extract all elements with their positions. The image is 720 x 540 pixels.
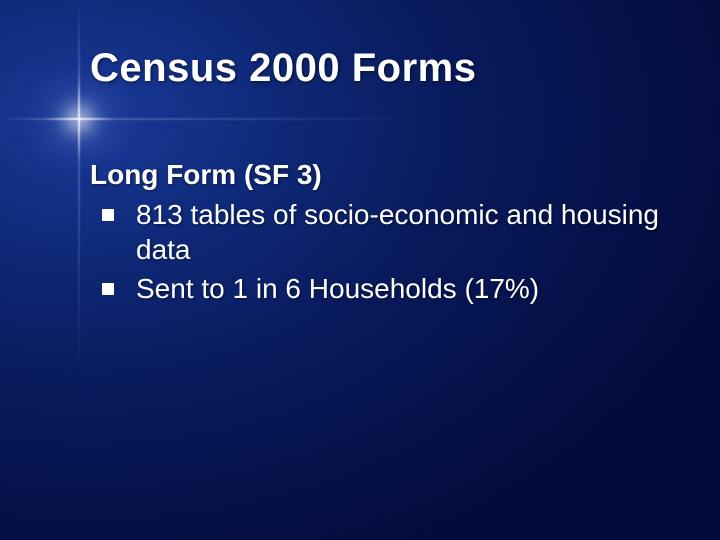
list-item: 813 tables of socio-economic and housing… (90, 197, 660, 267)
square-bullet-icon (102, 283, 114, 295)
bullet-list: 813 tables of socio-economic and housing… (90, 197, 660, 306)
list-item-text: 813 tables of socio-economic and housing… (136, 199, 659, 265)
list-item-text: Sent to 1 in 6 Households (17%) (136, 273, 539, 304)
slide-subheading: Long Form (SF 3) (90, 159, 660, 191)
square-bullet-icon (102, 209, 114, 221)
list-item: Sent to 1 in 6 Households (17%) (90, 271, 660, 306)
slide-title: Census 2000 Forms (90, 46, 660, 91)
slide-container: Census 2000 Forms Long Form (SF 3) 813 t… (0, 0, 720, 540)
